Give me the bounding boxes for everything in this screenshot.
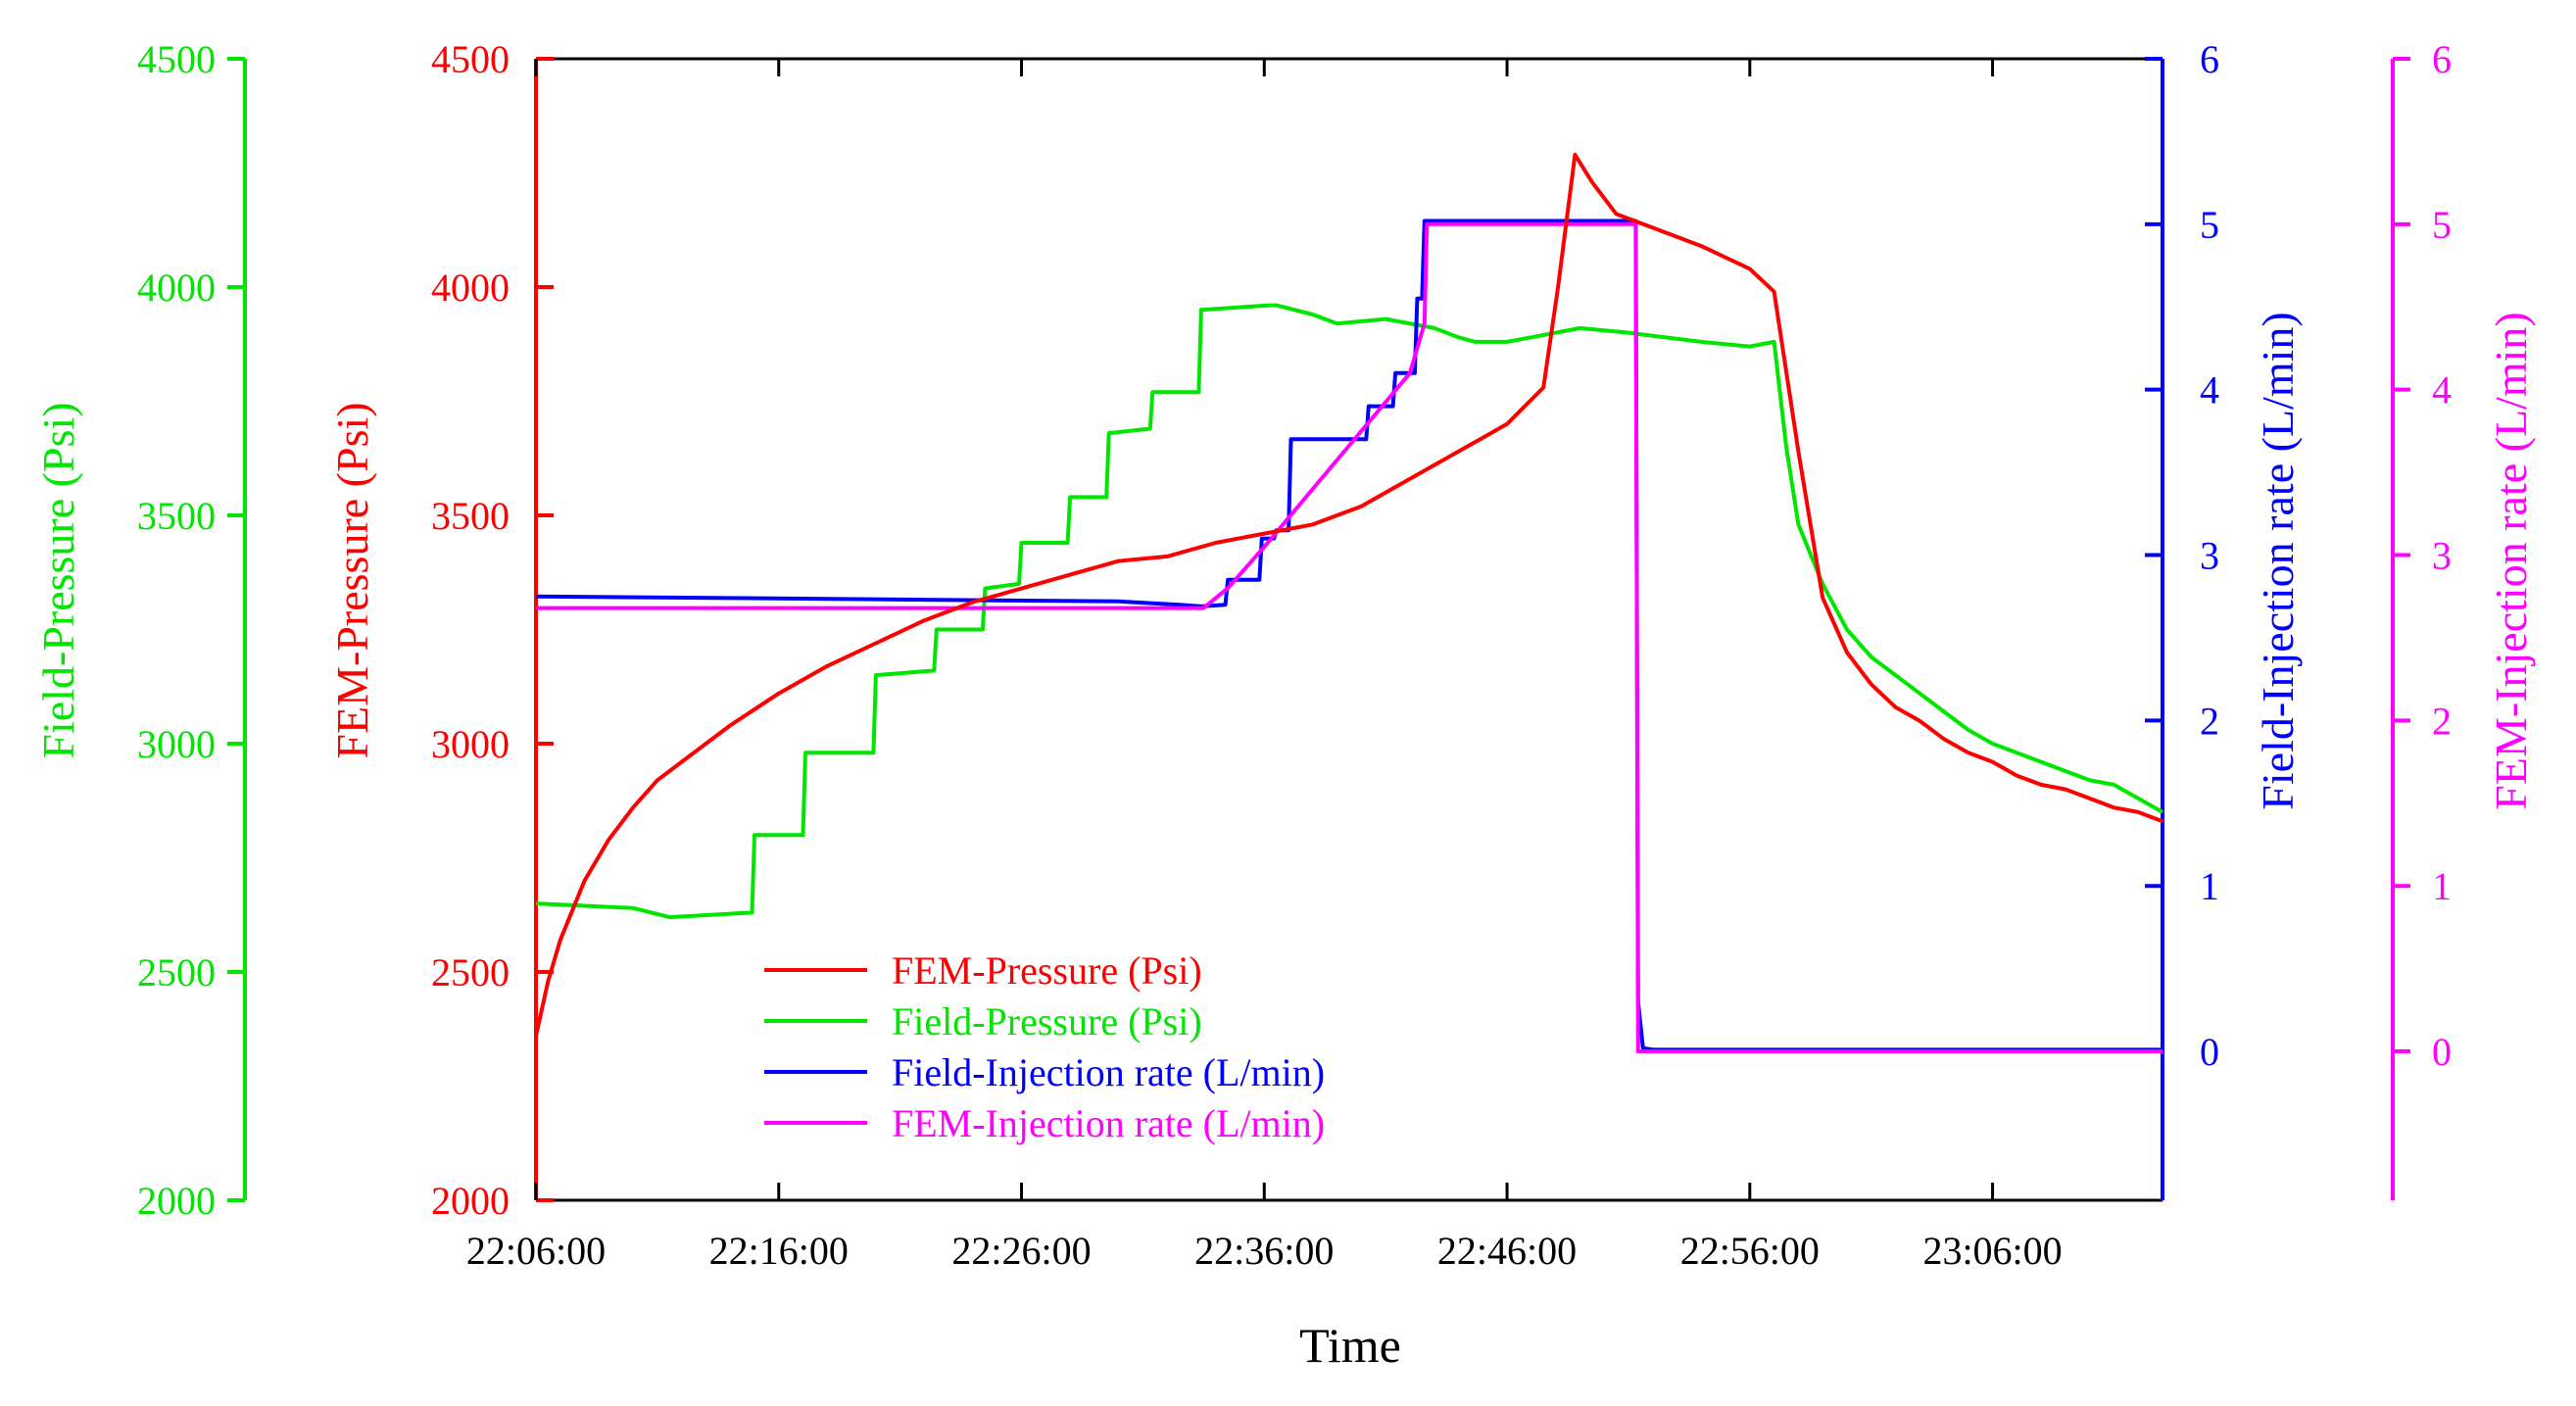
fem_pressure-tick-label-4: 4000	[431, 266, 510, 310]
fem-rate-axis: 0 1 2 3 4 5 6 FEM-Injection rate (L/min)	[2391, 37, 2536, 1200]
legend-label-field-pressure-psi: Field-Pressure (Psi)	[892, 999, 1202, 1043]
fem_pressure-tick-label-1: 2500	[431, 950, 510, 994]
fem_rate-tick-label-0: 0	[2432, 1030, 2452, 1074]
fem_rate-axis-label: FEM-Injection rate (L/min)	[2486, 312, 2536, 809]
fem_rate-tick-label-6: 6	[2432, 37, 2452, 81]
legend: FEM-Pressure (Psi) Field-Pressure (Psi) Fi…	[764, 948, 1325, 1145]
x-tick-label-6: 23:06:00	[1922, 1229, 2062, 1273]
field_rate-tick-label-3: 3	[2200, 534, 2219, 578]
x-axis: 22:06:00 22:16:00 22:26:00 22:36:00 22:46:00…	[466, 59, 2063, 1273]
fem_rate-tick-label-5: 5	[2432, 203, 2452, 247]
plot-frame	[536, 57, 2163, 1202]
field_rate-tick-label-1: 1	[2200, 864, 2219, 908]
x-tick-label-5: 22:56:00	[1680, 1229, 1820, 1273]
field_rate-tick-label-2: 2	[2200, 699, 2219, 743]
series-line-fem-pressure-psi	[534, 152, 2163, 1037]
field_pressure-tick-label-0: 2000	[137, 1179, 216, 1223]
field_rate-tick-label-0: 0	[2200, 1030, 2219, 1074]
x-tick-label-0: 22:06:00	[466, 1229, 606, 1273]
field_rate-tick-label-6: 6	[2200, 37, 2219, 81]
x-tick-label-2: 22:26:00	[951, 1229, 1091, 1273]
fem_pressure-tick-label-5: 4500	[431, 37, 510, 81]
fem_rate-tick-label-1: 1	[2432, 864, 2452, 908]
field-pressure-axis: 2000 2500 3000 3500 4000 4500 Field-Pressure (…	[33, 37, 247, 1223]
fem_pressure-tick-label-0: 2000	[431, 1179, 510, 1223]
field_rate-tick-label-5: 5	[2200, 203, 2219, 247]
fem_pressure-tick-label-2: 3000	[431, 722, 510, 766]
field_rate-axis-label: Field-Injection rate (L/min)	[2253, 312, 2303, 809]
x-tick-label-3: 22:36:00	[1194, 1229, 1334, 1273]
fem_rate-tick-label-2: 2	[2432, 699, 2452, 743]
field_pressure-tick-label-3: 3500	[137, 494, 216, 538]
fem_pressure-axis-label: FEM-Pressure (Psi)	[327, 402, 377, 758]
fem_rate-tick-label-3: 3	[2432, 534, 2452, 578]
fem_pressure-tick-label-3: 3500	[431, 494, 510, 538]
field_pressure-tick-label-2: 3000	[137, 722, 216, 766]
fem-pressure-axis: 2000 2500 3000 3500 4000 4500 FEM-Pressure (Ps…	[327, 37, 554, 1223]
field_pressure-tick-label-1: 2500	[137, 950, 216, 994]
legend-label-fem-pressure-psi: FEM-Pressure (Psi)	[892, 948, 1202, 993]
x-tick-label-1: 22:16:00	[709, 1229, 849, 1273]
field_pressure-tick-label-4: 4000	[137, 266, 216, 310]
series-layer	[534, 152, 2163, 1053]
field_pressure-axis-label: Field-Pressure (Psi)	[33, 402, 83, 758]
x-axis-label: Time	[1299, 1318, 1401, 1373]
fem_rate-tick-label-4: 4	[2432, 368, 2452, 412]
x-tick-label-4: 22:46:00	[1437, 1229, 1577, 1273]
series-line-fem-injection-rate-l-min	[536, 221, 2163, 1053]
legend-label-fem-injection-rate-l-min: FEM-Injection rate (L/min)	[892, 1101, 1325, 1145]
legend-label-field-injection-rate-l-min: Field-Injection rate (L/min)	[892, 1050, 1325, 1094]
field_pressure-tick-label-5: 4500	[137, 37, 216, 81]
field-rate-axis: 0 1 2 3 4 5 6 Field-Injection rate (L/min)	[2145, 37, 2303, 1200]
field_rate-tick-label-4: 4	[2200, 368, 2219, 412]
series-line-field-pressure-psi	[535, 303, 2163, 920]
